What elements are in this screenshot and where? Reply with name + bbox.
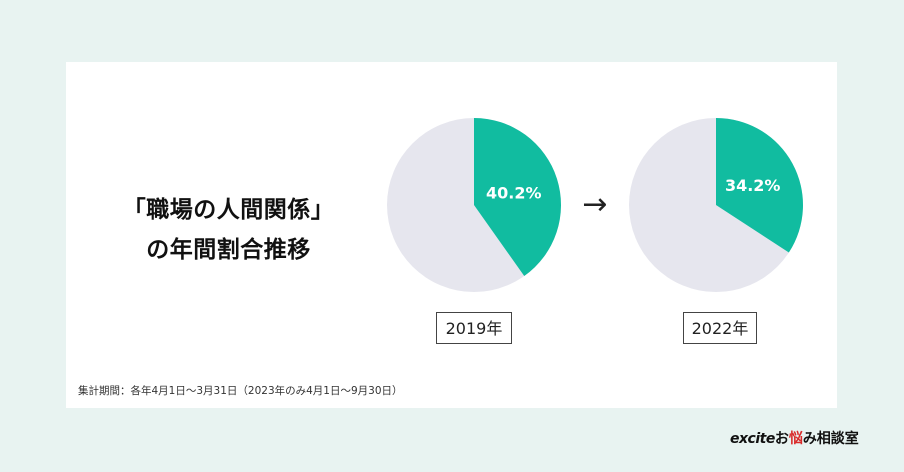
chart-card: 「職場の人間関係」 の年間割合推移 40.2% 34.2% → 2019年 2022…	[66, 62, 837, 408]
pie-value-label-0: 40.2%	[486, 183, 542, 202]
arrow-icon: →	[582, 187, 607, 222]
chart-title-line2: の年間割合推移	[146, 237, 311, 263]
pie-charts: 40.2% 34.2% →	[387, 118, 803, 292]
pie-value-label-1: 34.2%	[725, 176, 781, 195]
year-label-2022: 2022年	[683, 312, 757, 344]
logo-text-a: お	[774, 431, 789, 447]
excite-logo: exciteお悩み相談室	[730, 428, 859, 448]
logo-text-accent: 悩	[788, 431, 803, 447]
pie-slice-main-0	[474, 118, 561, 277]
logo-text-b: み相談室	[802, 431, 859, 447]
logo-brand: excite	[730, 431, 775, 447]
pie-slice-main-1	[716, 118, 803, 253]
footnote: 集計期間：各年4月1日〜3月31日（2023年のみ4月1日〜9月30日）	[78, 385, 403, 397]
chart-title-line1: 「職場の人間関係」	[122, 197, 335, 223]
year-label-2019: 2019年	[436, 312, 512, 344]
